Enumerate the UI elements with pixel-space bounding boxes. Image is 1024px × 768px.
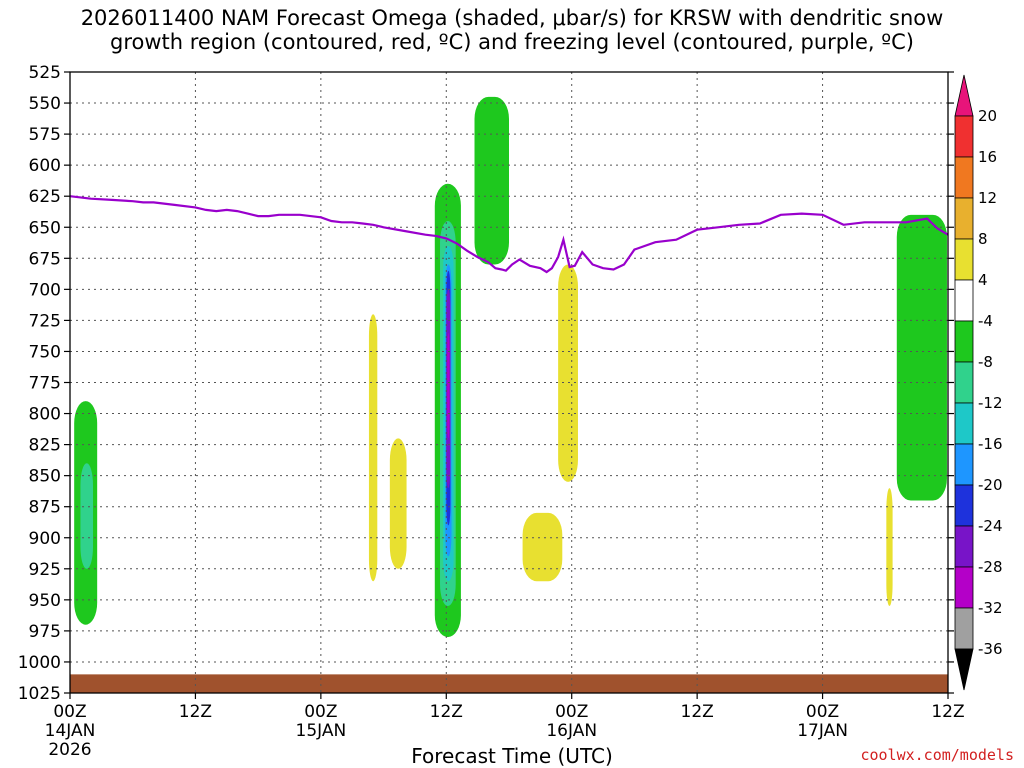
colorbar-swatch-4 xyxy=(954,238,974,281)
colorbar-label-11: -28 xyxy=(978,558,1003,576)
colorbar-swatch-8 xyxy=(954,402,974,445)
x-tick-label-0: 00Z xyxy=(53,702,86,722)
colorbar: 20 16 12 8 4 -4 -8 -12 -16 -20 -24 -28 -32 -36 xyxy=(954,74,1003,691)
y-tick-label-15: 900 xyxy=(29,529,61,549)
y-tick-label-6: 675 xyxy=(29,249,61,269)
y-tick-label-3: 600 xyxy=(29,156,61,176)
omega-region-13 xyxy=(558,264,578,482)
y-tick-label-8: 725 xyxy=(29,311,61,331)
grid-lines xyxy=(70,71,948,694)
colorbar-swatch-7 xyxy=(954,361,974,404)
omega-region-12 xyxy=(522,512,563,582)
colorbar-label-9: -20 xyxy=(978,476,1003,494)
x-tick-date-2: 15JAN xyxy=(296,721,347,741)
colorbar-swatch-14 xyxy=(954,648,974,691)
x-tick-label-5: 12Z xyxy=(681,702,714,722)
omega-region-15 xyxy=(896,214,947,501)
colorbar-label-4: 4 xyxy=(978,271,988,289)
omega-region-3 xyxy=(389,438,407,569)
colorbar-swatch-2 xyxy=(954,156,974,199)
colorbar-label-12: -32 xyxy=(978,599,1003,617)
x-tick-year-0: 2026 xyxy=(48,740,91,760)
y-tick-label-17: 950 xyxy=(29,591,61,611)
y-tick-label-9: 750 xyxy=(29,342,61,362)
x-tick-date-0: 14JAN xyxy=(45,721,96,741)
omega-region-11 xyxy=(474,96,509,265)
y-tick-label-4: 625 xyxy=(29,187,61,207)
colorbar-swatch-12 xyxy=(954,566,974,609)
y-tick-label-14: 875 xyxy=(29,498,61,518)
surface-terrain xyxy=(70,674,948,693)
x-tick-label-3: 12Z xyxy=(430,702,463,722)
omega-region-1 xyxy=(80,463,93,569)
colorbar-label-6: -8 xyxy=(978,353,993,371)
y-tick-label-0: 525 xyxy=(29,63,61,83)
colorbar-swatch-6 xyxy=(954,320,974,363)
y-axis: 525 550 575 600 625 650 675 700 725 750 775 800 825 8… xyxy=(18,63,954,704)
omega-region-10 xyxy=(447,332,450,439)
x-tick-label-4: 00Z xyxy=(555,702,588,722)
y-tick-label-12: 825 xyxy=(29,436,61,456)
x-tick-label-1: 12Z xyxy=(179,702,212,722)
x-tick-label-7: 12Z xyxy=(931,702,964,722)
colorbar-label-10: -24 xyxy=(978,517,1003,535)
y-tick-label-16: 925 xyxy=(29,560,61,580)
y-tick-label-1: 550 xyxy=(29,94,61,114)
colorbar-swatch-0 xyxy=(954,74,974,117)
colorbar-label-5: -4 xyxy=(978,312,993,330)
credit-text: coolwx.com/models xyxy=(860,746,1014,764)
colorbar-label-7: -12 xyxy=(978,394,1003,412)
y-tick-label-19: 1000 xyxy=(18,653,61,673)
chart-title: 2026011400 NAM Forecast Omega (shaded, μ… xyxy=(80,6,944,54)
colorbar-swatch-5 xyxy=(954,279,974,322)
colorbar-swatch-13 xyxy=(954,607,974,650)
freezing-level-line xyxy=(69,195,949,274)
colorbar-label-3: 8 xyxy=(978,230,988,248)
colorbar-swatch-3 xyxy=(954,197,974,240)
y-tick-label-5: 650 xyxy=(29,218,61,238)
x-tick-date-6: 17JAN xyxy=(797,721,848,741)
y-tick-label-11: 800 xyxy=(29,405,61,425)
colorbar-label-13: -36 xyxy=(978,640,1003,658)
omega-shading-layer xyxy=(74,96,947,638)
x-tick-label-6: 00Z xyxy=(806,702,839,722)
colorbar-swatch-9 xyxy=(954,443,974,486)
y-tick-label-20: 1025 xyxy=(18,684,61,704)
colorbar-swatch-10 xyxy=(954,484,974,527)
y-tick-label-7: 700 xyxy=(29,280,61,300)
y-tick-label-13: 850 xyxy=(29,467,61,487)
x-axis-label: Forecast Time (UTC) xyxy=(411,744,613,768)
x-tick-date-4: 16JAN xyxy=(546,721,597,741)
colorbar-label-1: 16 xyxy=(978,148,997,166)
y-tick-label-18: 975 xyxy=(29,622,61,642)
colorbar-swatch-1 xyxy=(954,115,974,158)
colorbar-swatch-11 xyxy=(954,525,974,568)
colorbar-label-8: -16 xyxy=(978,435,1003,453)
omega-region-2 xyxy=(368,314,378,582)
x-tick-label-2: 00Z xyxy=(304,702,337,722)
omega-region-14 xyxy=(886,488,893,607)
y-tick-label-2: 575 xyxy=(29,125,61,145)
colorbar-label-0: 20 xyxy=(978,107,997,125)
colorbar-label-2: 12 xyxy=(978,189,997,207)
y-tick-label-10: 775 xyxy=(29,374,61,394)
